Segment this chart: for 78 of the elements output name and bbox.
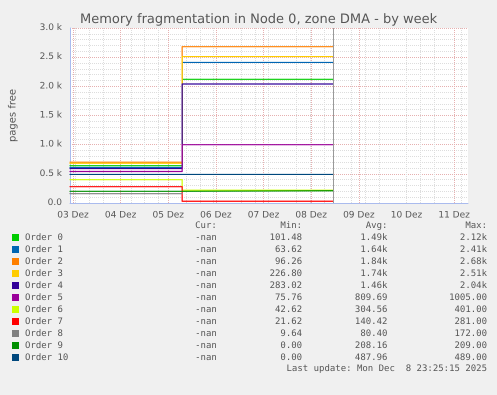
text: -nan: [194, 328, 217, 340]
text: 304.56: [354, 304, 388, 316]
text: 2.51k: [458, 268, 487, 280]
text: 2.04k: [458, 280, 487, 292]
x-tick-label: 07 Dez: [248, 210, 280, 220]
y-tick-label: 1.0 k: [40, 140, 63, 150]
legend-label: Order 8: [24, 328, 64, 340]
text: 1.84k: [359, 256, 388, 268]
text: 489.00: [453, 352, 487, 364]
legend-label: Order 0: [24, 232, 64, 244]
text: 209.00: [453, 340, 487, 352]
y-tick-label: 0.5 k: [40, 168, 63, 179]
text: 1005.00: [448, 292, 487, 304]
y-axis-title: pages free: [8, 88, 18, 142]
text: 1.46k: [359, 280, 388, 292]
text: Last update: Mon Dec 8 23:25:15 2025: [286, 364, 487, 374]
text: 1.74k: [359, 268, 388, 280]
text: -nan: [194, 304, 217, 316]
text: 1.49k: [359, 232, 388, 244]
text: 0.00: [279, 340, 302, 352]
text: 208.16: [354, 340, 388, 352]
text: 2.41k: [458, 244, 487, 256]
y-tick-label: 3.0 k: [40, 23, 63, 33]
text: -nan: [194, 280, 217, 292]
text: 401.00: [453, 304, 487, 316]
text: -nan: [194, 316, 217, 328]
legend-label: Order 2: [24, 256, 64, 268]
text: -nan: [194, 256, 217, 268]
text: -nan: [194, 352, 217, 364]
text: -nan: [194, 244, 217, 256]
text: -nan: [194, 292, 217, 304]
text: -nan: [194, 268, 217, 280]
x-tick-label: 11 Dez: [438, 210, 470, 220]
x-tick-label: 09 Dez: [343, 210, 375, 220]
x-tick-label: 03 Dez: [57, 210, 89, 220]
text: -nan: [194, 232, 217, 244]
legend-label: Order 6: [24, 304, 64, 316]
chart-title: Memory fragmentation in Node 0, zone DMA - by week: [80, 12, 438, 27]
x-tick-label: 08 Dez: [295, 210, 328, 220]
text: 283.02: [268, 280, 302, 292]
text: 2.68k: [458, 256, 487, 268]
legend-label: Order 7: [24, 316, 64, 328]
text: 172.00: [453, 328, 487, 340]
legend-label: Order 5: [24, 292, 64, 304]
x-tick-label: 05 Dez: [152, 210, 184, 220]
text: 42.62: [274, 304, 302, 316]
x-tick-label: 04 Dez: [104, 210, 137, 220]
legend-label: Order 1: [24, 244, 64, 256]
text: 281.00: [453, 316, 487, 328]
text: 1.64k: [359, 244, 388, 256]
legend-label: Order 3: [24, 268, 64, 280]
text: Cur:: [194, 220, 217, 232]
text: Avg:: [364, 220, 388, 232]
text: 101.48: [268, 232, 302, 244]
text: 809.69: [354, 292, 388, 304]
legend-label: Order 4: [24, 280, 64, 292]
y-tick-label: 1.5 k: [40, 110, 63, 120]
y-tick-label: 0.0: [48, 198, 62, 208]
text: 96.26: [274, 256, 302, 268]
text: 487.96: [354, 352, 388, 364]
text: 63.62: [274, 244, 302, 256]
legend-label: Order 10: [24, 352, 70, 364]
text: Min:: [279, 220, 302, 232]
text: 2.12k: [458, 232, 487, 244]
x-tick-label: 10 Dez: [390, 210, 422, 220]
y-tick-label: 2.5 k: [40, 52, 63, 62]
text: 226.80: [268, 268, 302, 280]
text: 80.40: [359, 328, 388, 340]
text: 21.62: [274, 316, 302, 328]
text: 75.76: [274, 292, 302, 304]
text: 0.00: [279, 352, 302, 364]
x-tick-label: 06 Dez: [200, 210, 232, 220]
legend-label: Order 9: [24, 340, 64, 352]
text: -nan: [194, 340, 217, 352]
y-tick-label: 2.0 k: [40, 81, 63, 92]
text: 140.42: [354, 316, 388, 328]
text: Max:: [464, 220, 487, 232]
text: 9.64: [279, 328, 302, 340]
